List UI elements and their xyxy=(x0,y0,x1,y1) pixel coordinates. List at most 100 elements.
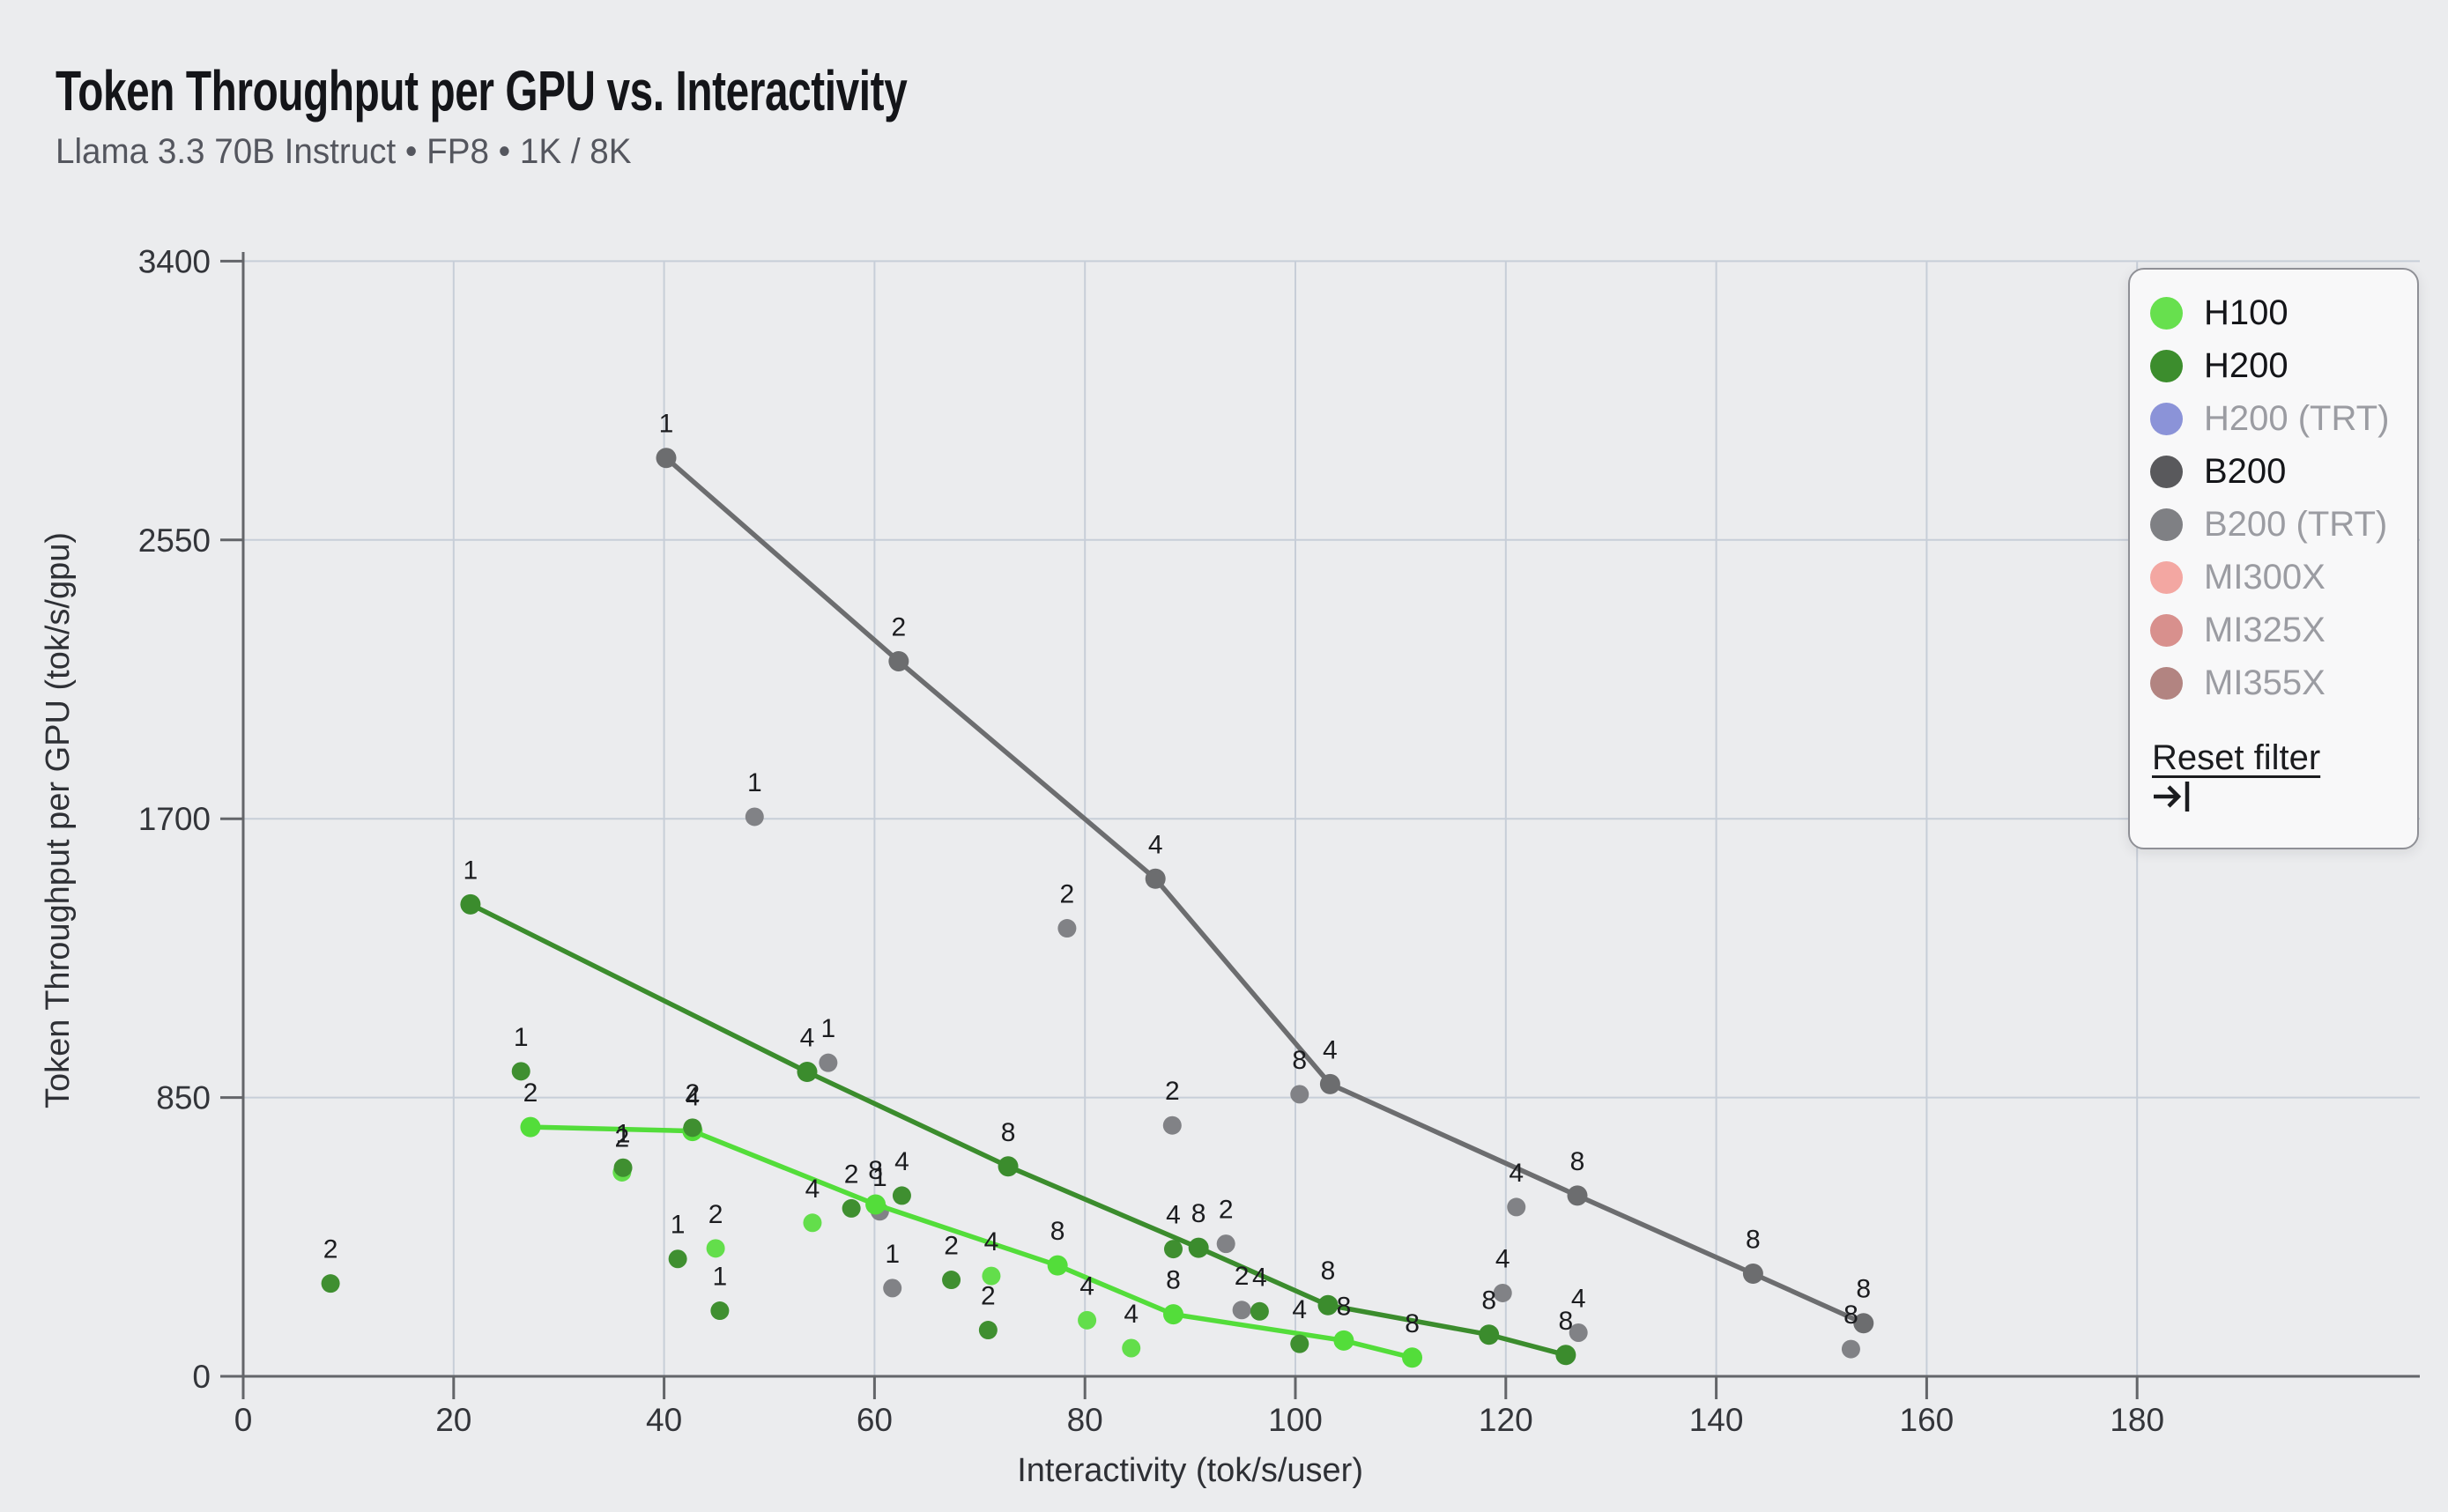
h100-data-point[interactable] xyxy=(982,1266,1001,1286)
legend-item-mi355x[interactable]: MI355X xyxy=(2130,656,2417,709)
point-label: 4 xyxy=(1079,1271,1094,1301)
point-label: 8 xyxy=(868,1156,883,1185)
point-label: 2 xyxy=(523,1078,538,1108)
h100-pareto-point[interactable] xyxy=(1402,1347,1423,1368)
b200-data-point[interactable] xyxy=(883,1279,902,1298)
x-axis-title: Interactivity (tok/s/user) xyxy=(1017,1452,1363,1489)
legend-item-label: B200 (TRT) xyxy=(2204,504,2388,544)
b200-pareto-point[interactable] xyxy=(656,448,677,469)
h100-data-point[interactable] xyxy=(706,1239,725,1258)
legend-item-b200-trt[interactable]: B200 (TRT) xyxy=(2130,498,2417,551)
b200-data-point[interactable] xyxy=(1216,1234,1235,1254)
h200-data-point[interactable] xyxy=(978,1321,998,1340)
b200-trt-color-dot xyxy=(2150,508,2183,541)
point-label: 2 xyxy=(892,613,907,642)
h100-pareto-point[interactable] xyxy=(865,1194,886,1215)
b200-pareto-point[interactable] xyxy=(1853,1313,1874,1334)
h200-pareto-point[interactable] xyxy=(460,893,481,915)
point-label: 8 xyxy=(1166,1266,1181,1295)
h200-pareto-point[interactable] xyxy=(1479,1324,1500,1345)
y-tick-label: 0 xyxy=(192,1359,211,1395)
h100-pareto-point[interactable] xyxy=(1333,1330,1354,1351)
point-label: 8 xyxy=(1570,1147,1585,1176)
legend-item-mi325x[interactable]: MI325X xyxy=(2130,604,2417,656)
h100-data-point[interactable] xyxy=(1122,1338,1141,1358)
reset-filter-link[interactable]: Reset filter xyxy=(2152,738,2321,777)
h100-pareto-point[interactable] xyxy=(520,1116,541,1138)
h200-data-point[interactable] xyxy=(892,1186,911,1205)
h200-data-point[interactable] xyxy=(683,1118,702,1138)
h200-data-point[interactable] xyxy=(511,1062,530,1081)
h200-data-point[interactable] xyxy=(1250,1301,1269,1321)
legend-item-b200[interactable]: B200 xyxy=(2130,445,2417,498)
point-label: 8 xyxy=(1337,1292,1352,1321)
b200-data-point[interactable] xyxy=(1057,919,1077,938)
legend-item-label: B200 xyxy=(2204,451,2287,491)
legend-item-h200-trt[interactable]: H200 (TRT) xyxy=(2130,392,2417,445)
point-label: 4 xyxy=(984,1227,999,1256)
b200-data-point[interactable] xyxy=(1290,1085,1309,1104)
legend-collapse-button[interactable] xyxy=(2152,779,2196,814)
h200-pareto-point[interactable] xyxy=(1555,1345,1576,1366)
b200-data-point[interactable] xyxy=(745,807,764,826)
point-label: 4 xyxy=(1323,1035,1338,1064)
legend-item-mi300x[interactable]: MI300X xyxy=(2130,551,2417,604)
h200-pareto-point[interactable] xyxy=(1188,1237,1209,1258)
legend-item-label: MI300X xyxy=(2204,557,2326,597)
point-label: 1 xyxy=(671,1211,686,1240)
b200-data-point[interactable] xyxy=(1493,1283,1512,1302)
point-label: 4 xyxy=(1292,1295,1307,1324)
b200-pareto-point[interactable] xyxy=(1319,1073,1340,1094)
h200-pareto-point[interactable] xyxy=(1317,1294,1339,1316)
b200-pareto-point[interactable] xyxy=(1742,1263,1763,1284)
point-label: 4 xyxy=(1571,1284,1586,1313)
h200-data-point[interactable] xyxy=(613,1158,633,1177)
h200-data-point[interactable] xyxy=(1163,1240,1183,1259)
h100-data-point[interactable] xyxy=(1078,1310,1097,1330)
h200-data-point[interactable] xyxy=(668,1249,687,1269)
y-axis-title: Token Throughput per GPU (tok/s/gpu) xyxy=(40,532,77,1108)
y-tick-label: 850 xyxy=(156,1080,211,1116)
h200-data-point[interactable] xyxy=(1290,1334,1309,1353)
b200-data-point[interactable] xyxy=(1507,1197,1526,1217)
y-tick-label: 1700 xyxy=(138,801,211,837)
h200-data-point[interactable] xyxy=(321,1274,340,1293)
x-tick-label: 100 xyxy=(1268,1402,1323,1438)
y-tick-label: 2550 xyxy=(138,523,211,559)
b200-data-point[interactable] xyxy=(1162,1115,1182,1135)
point-label: 1 xyxy=(747,768,762,797)
point-label: 2 xyxy=(323,1235,338,1264)
h200-pareto-point[interactable] xyxy=(797,1062,818,1083)
b200-color-dot xyxy=(2150,455,2183,488)
b200-data-point[interactable] xyxy=(1232,1301,1251,1320)
legend-item-label: H200 (TRT) xyxy=(2204,398,2390,438)
b200-pareto-point[interactable] xyxy=(1145,868,1166,889)
h100-data-point[interactable] xyxy=(803,1213,822,1233)
point-label: 8 xyxy=(1292,1046,1307,1075)
point-label: 4 xyxy=(800,1024,815,1053)
b200-data-point[interactable] xyxy=(1841,1339,1860,1359)
h200-data-point[interactable] xyxy=(942,1271,961,1290)
x-tick-label: 60 xyxy=(857,1402,893,1438)
h200-data-point[interactable] xyxy=(842,1198,861,1218)
b200-pareto-point[interactable] xyxy=(888,651,909,672)
point-label: 2 xyxy=(844,1160,859,1189)
point-label: 4 xyxy=(1252,1263,1267,1292)
b200-data-point[interactable] xyxy=(1569,1323,1588,1342)
legend-item-h200[interactable]: H200 xyxy=(2130,339,2417,392)
h100-pareto-line xyxy=(528,1124,1415,1360)
h200-data-point[interactable] xyxy=(710,1301,730,1321)
h100-pareto-point[interactable] xyxy=(1047,1255,1068,1276)
point-label: 8 xyxy=(1050,1217,1065,1246)
point-label: 4 xyxy=(685,1083,700,1112)
x-tick-label: 80 xyxy=(1067,1402,1103,1438)
legend-item-h100[interactable]: H100 xyxy=(2130,286,2417,339)
point-label: 1 xyxy=(885,1240,900,1269)
h100-pareto-point[interactable] xyxy=(1162,1304,1183,1325)
b200-data-point[interactable] xyxy=(819,1053,838,1072)
h200-pareto-point[interactable] xyxy=(998,1156,1019,1177)
point-label: 8 xyxy=(1321,1256,1336,1286)
point-label: 2 xyxy=(1165,1077,1180,1106)
x-tick-label: 180 xyxy=(2110,1402,2164,1438)
b200-pareto-point[interactable] xyxy=(1567,1185,1588,1206)
